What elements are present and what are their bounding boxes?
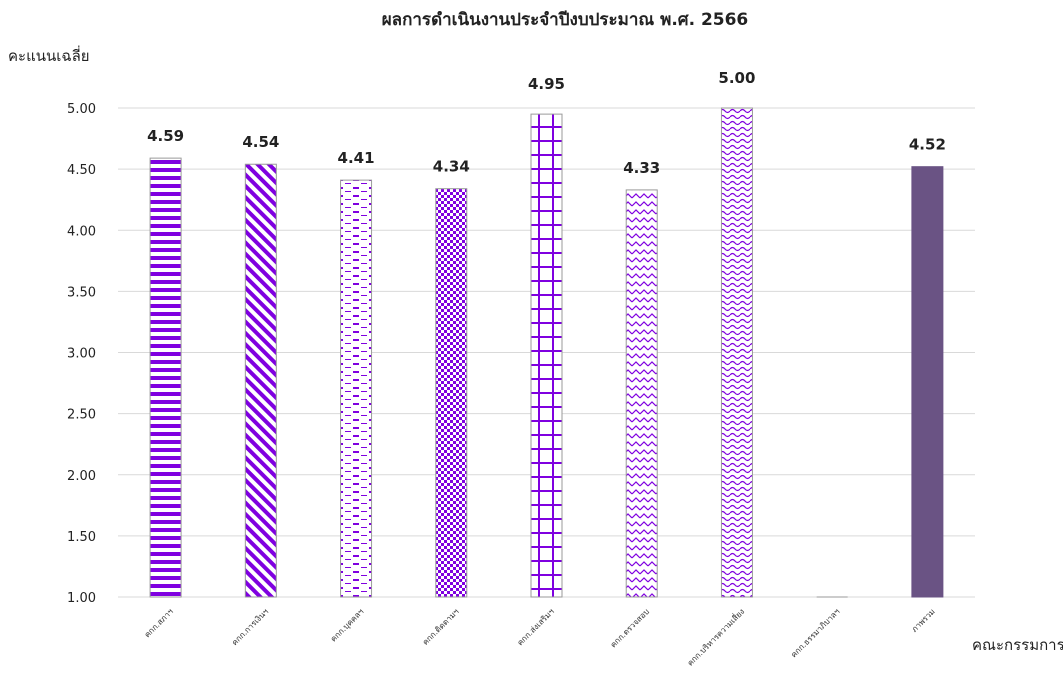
y-tick-label: 2.00 bbox=[67, 469, 96, 484]
y-tick-label: 2.50 bbox=[67, 408, 96, 423]
x-tick-label: คกก.ธรรมาภิบาลฯ bbox=[789, 607, 841, 659]
chart-title: ผลการดำเนินงานประจำปีงบประมาณ พ.ศ. 2566 bbox=[382, 9, 749, 30]
data-label: 4.52 bbox=[909, 136, 946, 154]
y-axis-ticks: 1.00 1.50 2.00 2.50 3.00 3.50 4.00 4.50 5.00 bbox=[67, 102, 96, 606]
x-tick-label: คกก.บริหารความเสี่ยง bbox=[684, 606, 746, 668]
bar bbox=[911, 166, 944, 598]
data-label: 4.34 bbox=[433, 158, 470, 176]
y-tick-label: 4.00 bbox=[67, 224, 96, 239]
bar bbox=[625, 189, 658, 598]
x-tick-label: ภาพรวม bbox=[910, 607, 937, 634]
data-label: 5.00 bbox=[718, 69, 755, 87]
bar bbox=[340, 179, 373, 598]
x-tick-label: คกก.ตรวจสอบ bbox=[609, 607, 651, 649]
bar bbox=[149, 157, 182, 598]
y-tick-label: 4.50 bbox=[67, 163, 96, 178]
bar bbox=[244, 163, 277, 598]
y-tick-label: 1.50 bbox=[67, 530, 96, 545]
x-axis-label: คณะกรรมการ bbox=[972, 636, 1063, 654]
x-tick-label: คกก.บุคคลฯ bbox=[329, 607, 366, 644]
category-labels: คกก.สภาฯ คกก.การเงินฯ คกก.บุคคลฯ คกก.ติดตาม… bbox=[143, 606, 937, 668]
y-tick-label: 3.50 bbox=[67, 285, 96, 300]
y-tick-label: 3.00 bbox=[67, 347, 96, 362]
bars bbox=[149, 107, 944, 598]
data-label: 4.95 bbox=[528, 75, 565, 93]
data-labels: 4.59 4.54 4.41 4.34 4.95 4.33 5.00 4.52 bbox=[147, 69, 946, 177]
y-tick-label: 1.00 bbox=[67, 591, 96, 606]
bar bbox=[435, 188, 468, 598]
y-axis-label: คะแนนเฉลี่ย bbox=[8, 45, 90, 65]
data-label: 4.41 bbox=[338, 149, 375, 167]
y-tick-label: 5.00 bbox=[67, 102, 96, 117]
x-tick-label: คกก.การเงินฯ bbox=[230, 607, 270, 647]
data-label: 4.54 bbox=[242, 133, 279, 151]
data-label: 4.33 bbox=[623, 159, 660, 177]
x-tick-label: คกก.สภาฯ bbox=[143, 607, 175, 639]
x-tick-label: คกก.ติดตามฯ bbox=[421, 607, 461, 647]
bar bbox=[530, 113, 563, 598]
data-label: 4.59 bbox=[147, 127, 184, 145]
bar bbox=[720, 107, 753, 598]
x-tick-label: คกก.ส่งเสริมฯ bbox=[516, 607, 556, 647]
